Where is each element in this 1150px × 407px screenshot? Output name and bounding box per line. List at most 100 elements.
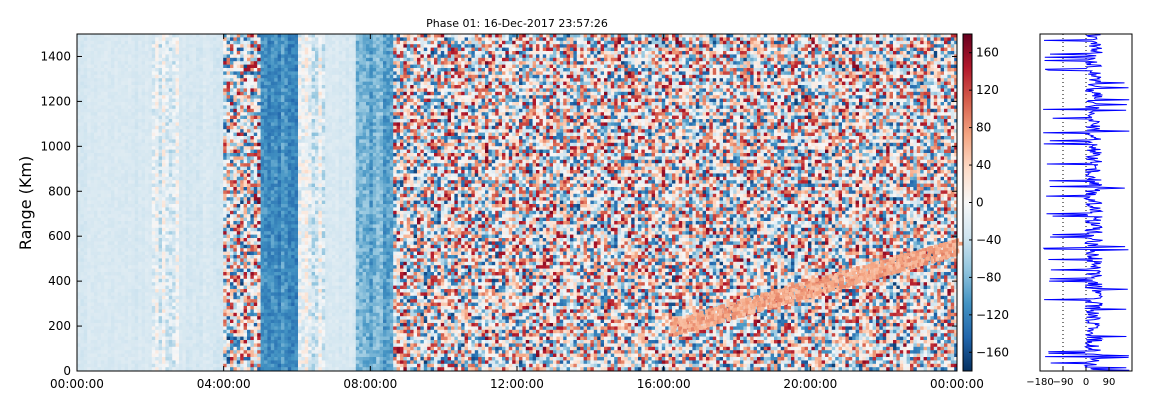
- heatmap-cell: [114, 272, 118, 276]
- heatmap-cell: [131, 343, 135, 347]
- heatmap-cell: [199, 85, 203, 89]
- heatmap-cell: [159, 54, 163, 58]
- heatmap-cell: [169, 197, 173, 201]
- heatmap-cell: [152, 330, 156, 334]
- heatmap-cell: [176, 139, 180, 143]
- heatmap-cell: [148, 146, 152, 150]
- heatmap-cell: [223, 320, 227, 324]
- heatmap-cell: [186, 133, 190, 137]
- heatmap-cell: [145, 150, 149, 154]
- heatmap-cell: [244, 252, 248, 256]
- heatmap-cell: [118, 211, 122, 215]
- heatmap-cell: [94, 303, 98, 307]
- heatmap-cell: [135, 357, 139, 361]
- heatmap-cell: [114, 207, 118, 211]
- heatmap-cell: [162, 333, 166, 337]
- heatmap-cell: [148, 272, 152, 276]
- heatmap-cell: [104, 136, 108, 140]
- heatmap-cell: [145, 88, 149, 92]
- heatmap-cell: [101, 99, 105, 103]
- heatmap-cell: [210, 241, 214, 245]
- heatmap-cell: [199, 326, 203, 330]
- heatmap-cell: [84, 194, 88, 198]
- heatmap-cell: [199, 323, 203, 327]
- heatmap-cell: [227, 197, 231, 201]
- heatmap-cell: [97, 347, 101, 351]
- heatmap-cell: [227, 238, 231, 242]
- heatmap-cell: [244, 194, 248, 198]
- heatmap-cell: [121, 150, 125, 154]
- heatmap-cell: [182, 211, 186, 215]
- heatmap-cell: [216, 350, 220, 354]
- heatmap-cell: [142, 218, 146, 222]
- heatmap-cell: [223, 241, 227, 245]
- heatmap-cell: [128, 282, 132, 286]
- heatmap-cell: [196, 207, 200, 211]
- heatmap-cell: [193, 201, 197, 205]
- heatmap-cell: [220, 323, 224, 327]
- heatmap-cell: [87, 320, 91, 324]
- heatmap-cell: [172, 279, 176, 283]
- heatmap-cell: [114, 133, 118, 137]
- heatmap-cell: [172, 347, 176, 351]
- heatmap-cell: [84, 286, 88, 290]
- heatmap-cell: [206, 143, 210, 147]
- heatmap-cell: [145, 269, 149, 273]
- heatmap-cell: [125, 156, 129, 160]
- heatmap-cell: [138, 286, 142, 290]
- heatmap-cell: [244, 61, 248, 65]
- heatmap-cell: [125, 82, 129, 86]
- heatmap-cell: [87, 37, 91, 41]
- heatmap-cell: [165, 48, 169, 52]
- heatmap-cell: [108, 221, 112, 225]
- heatmap-cell: [227, 139, 231, 143]
- heatmap-cell: [165, 360, 169, 364]
- heatmap-cell: [244, 330, 248, 334]
- heatmap-cell: [203, 323, 207, 327]
- heatmap-cell: [118, 337, 122, 341]
- heatmap-cell: [203, 37, 207, 41]
- heatmap-cell: [196, 228, 200, 232]
- heatmap-cell: [138, 129, 142, 133]
- heatmap-cell: [203, 218, 207, 222]
- heatmap-cell: [227, 282, 231, 286]
- heatmap-cell: [159, 201, 163, 205]
- heatmap-cell: [84, 180, 88, 184]
- heatmap-cell: [138, 41, 142, 45]
- heatmap-cell: [210, 180, 214, 184]
- heatmap-cell: [240, 303, 244, 307]
- heatmap-cell: [213, 201, 217, 205]
- heatmap-cell: [108, 272, 112, 276]
- heatmap-cell: [142, 204, 146, 208]
- heatmap-cell: [91, 286, 95, 290]
- heatmap-cell: [87, 58, 91, 62]
- heatmap-cell: [148, 136, 152, 140]
- heatmap-cell: [77, 269, 81, 273]
- heatmap-cell: [186, 129, 190, 133]
- heatmap-cell: [148, 326, 152, 330]
- heatmap-cell: [240, 54, 244, 58]
- heatmap-cell: [193, 48, 197, 52]
- heatmap-cell: [230, 337, 234, 341]
- heatmap-cell: [148, 163, 152, 167]
- heatmap-cell: [118, 347, 122, 351]
- heatmap-cell: [203, 350, 207, 354]
- heatmap-cell: [206, 48, 210, 52]
- heatmap-cell: [165, 258, 169, 262]
- heatmap-cell: [169, 116, 173, 120]
- heatmap-cell: [148, 296, 152, 300]
- heatmap-cell: [189, 360, 193, 364]
- heatmap-cell: [80, 109, 84, 113]
- heatmap-cell: [240, 330, 244, 334]
- heatmap-cell: [176, 340, 180, 344]
- heatmap-cell: [203, 299, 207, 303]
- heatmap-cell: [104, 150, 108, 154]
- heatmap-cell: [199, 105, 203, 109]
- heatmap-cell: [87, 306, 91, 310]
- heatmap-cell: [230, 204, 234, 208]
- heatmap-cell: [240, 241, 244, 245]
- heatmap-cell: [210, 167, 214, 171]
- heatmap-cell: [87, 367, 91, 371]
- heatmap-cell: [179, 207, 183, 211]
- heatmap-cell: [233, 313, 237, 317]
